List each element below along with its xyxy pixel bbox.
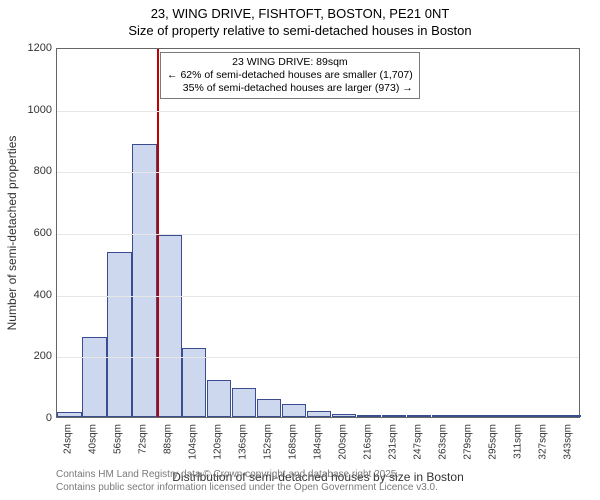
histogram-bar — [282, 404, 306, 417]
histogram-bar — [332, 414, 356, 417]
bars-layer — [57, 49, 579, 417]
histogram-bar — [506, 415, 530, 417]
gridline — [57, 111, 579, 112]
histogram-bar — [157, 235, 181, 417]
y-tick-label: 0 — [46, 412, 52, 424]
x-tick-label: 168sqm — [288, 424, 299, 460]
x-tick-label: 343sqm — [562, 424, 573, 460]
histogram-bar — [207, 380, 231, 417]
x-tick-label: 200sqm — [337, 424, 348, 460]
x-tick-label: 327sqm — [537, 424, 548, 460]
y-tick-label: 1200 — [28, 42, 52, 54]
histogram-bar — [232, 388, 256, 417]
x-tick-label: 104sqm — [188, 424, 199, 460]
x-tick-label: 88sqm — [163, 424, 174, 454]
x-tick-label: 247sqm — [412, 424, 423, 460]
marker-callout: 23 WING DRIVE: 89sqm ← 62% of semi-detac… — [160, 52, 420, 99]
y-tick-label: 400 — [34, 289, 52, 301]
y-tick-label: 800 — [34, 165, 52, 177]
x-tick-label: 263sqm — [437, 424, 448, 460]
chart-area: 23 WING DRIVE: 89sqm ← 62% of semi-detac… — [56, 48, 580, 418]
gridline — [57, 172, 579, 173]
histogram-bar — [531, 415, 555, 417]
histogram-bar — [307, 411, 331, 417]
chart-title-block: 23, WING DRIVE, FISHTOFT, BOSTON, PE21 0… — [0, 0, 600, 40]
x-tick-label: 231sqm — [387, 424, 398, 460]
gridline — [57, 234, 579, 235]
x-tick-label: 120sqm — [213, 424, 224, 460]
x-tick-label: 40sqm — [88, 424, 99, 454]
marker-line — [157, 49, 159, 417]
x-tick-label: 152sqm — [263, 424, 274, 460]
histogram-bar — [382, 415, 406, 417]
histogram-bar — [132, 144, 156, 417]
chart-title-main: 23, WING DRIVE, FISHTOFT, BOSTON, PE21 0… — [0, 6, 600, 23]
histogram-bar — [456, 415, 480, 417]
histogram-bar — [481, 415, 505, 417]
footer-line2: Contains public sector information licen… — [56, 482, 438, 495]
callout-line1: ← 62% of semi-detached houses are smalle… — [167, 69, 413, 82]
x-tick-label: 136sqm — [238, 424, 249, 460]
attribution-footer: Contains HM Land Registry data © Crown c… — [56, 469, 438, 494]
y-tick-label: 600 — [34, 227, 52, 239]
x-tick-label: 311sqm — [512, 424, 523, 459]
x-tick-label: 295sqm — [487, 424, 498, 460]
gridline — [57, 296, 579, 297]
y-axis-label: Number of semi-detached properties — [5, 136, 19, 331]
x-tick-label: 216sqm — [362, 424, 373, 460]
histogram-bar — [432, 415, 456, 417]
x-tick-label: 56sqm — [113, 424, 124, 454]
histogram-bar — [82, 337, 106, 417]
x-tick-label: 72sqm — [138, 424, 149, 454]
x-tick-label: 184sqm — [313, 424, 324, 460]
callout-title: 23 WING DRIVE: 89sqm — [167, 56, 413, 69]
x-tick-label: 279sqm — [462, 424, 473, 460]
callout-line2: 35% of semi-detached houses are larger (… — [167, 82, 413, 95]
y-tick-label: 1000 — [28, 104, 52, 116]
histogram-bar — [107, 252, 131, 417]
footer-line1: Contains HM Land Registry data © Crown c… — [56, 469, 438, 482]
plot-area — [56, 48, 580, 418]
histogram-bar — [407, 415, 431, 417]
chart-title-sub: Size of property relative to semi-detach… — [0, 23, 600, 40]
y-tick-label: 200 — [34, 350, 52, 362]
x-tick-label: 24sqm — [63, 424, 74, 454]
histogram-bar — [57, 412, 81, 417]
histogram-bar — [556, 415, 580, 417]
gridline — [57, 357, 579, 358]
histogram-bar — [257, 399, 281, 418]
histogram-bar — [357, 415, 381, 417]
